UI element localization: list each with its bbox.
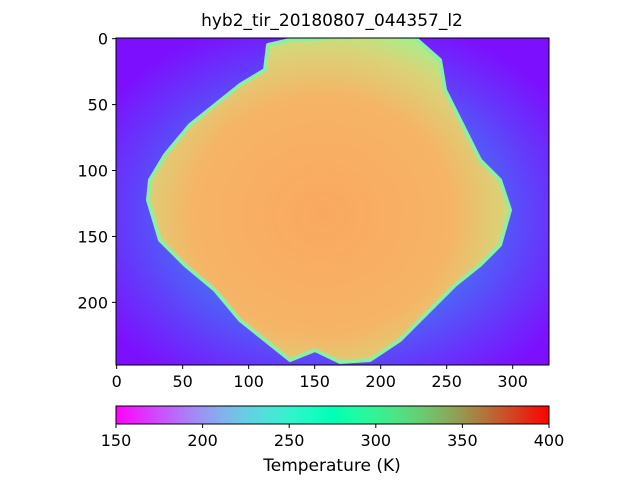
chart-title: hyb2_tir_20180807_044357_l2 [201,11,463,31]
x-tick-label: 200 [365,372,396,391]
y-tick-label: 150 [77,227,108,246]
colorbar-tick-label: 400 [534,431,565,450]
colorbar-label: Temperature (K) [262,456,401,476]
y-tick-label: 50 [88,96,108,115]
colorbar-tick-label: 200 [187,431,218,450]
y-tick-label: 100 [77,162,108,181]
y-tick-label: 0 [98,30,108,49]
colorbar-tick-label: 300 [361,431,392,450]
colorbar [115,405,550,425]
x-tick-label: 300 [497,372,528,391]
x-tick-label: 150 [299,372,330,391]
x-tick-label: 250 [431,372,462,391]
asteroid [146,38,512,364]
colorbar-tick-label: 150 [101,431,132,450]
image [116,38,549,365]
x-tick-label: 50 [172,372,192,391]
y-tick-label: 200 [77,293,108,312]
colorbar-tick-label: 250 [274,431,305,450]
colorbar-tick-label: 350 [447,431,478,450]
axes-frame [115,37,550,366]
x-tick-label: 0 [112,372,122,391]
x-tick-label: 100 [233,372,264,391]
